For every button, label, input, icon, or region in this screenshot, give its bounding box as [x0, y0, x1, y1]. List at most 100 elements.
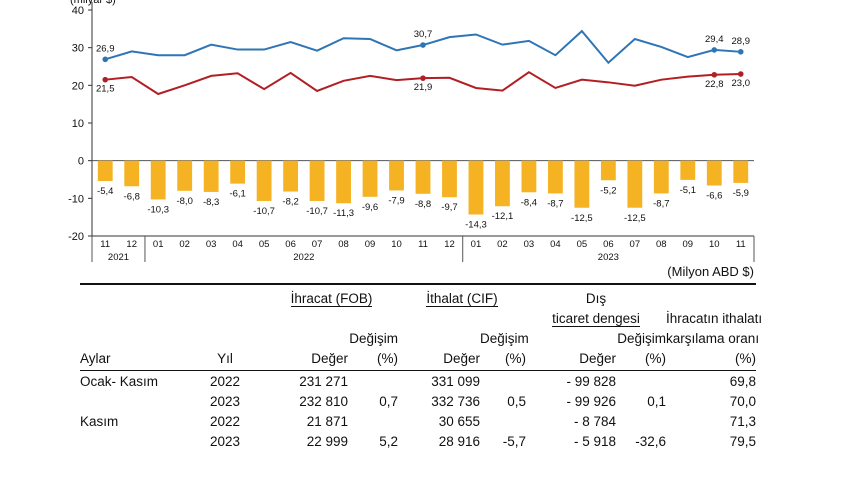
bar — [389, 160, 404, 191]
axis-unit-label: (milyar $) — [70, 0, 116, 6]
bar — [362, 160, 378, 197]
bar — [150, 160, 166, 200]
header-pct-1: (%) — [377, 350, 399, 366]
cell-ratio: 70,0 — [729, 393, 757, 409]
cell-export-change — [348, 371, 398, 392]
bar — [468, 160, 484, 215]
line-marker — [737, 71, 744, 77]
bar — [442, 160, 457, 198]
bar — [336, 160, 351, 204]
bar — [203, 160, 219, 192]
year-label: 2022 — [293, 252, 314, 263]
header-degisim-2: Değişim — [480, 330, 529, 346]
header-row-2: ticaret dengesi İhracatın ithalatı — [80, 308, 763, 328]
line-marker — [102, 76, 109, 83]
x-tick-label: 08 — [338, 239, 349, 250]
bar-value-label: -11,3 — [333, 208, 354, 219]
y-tick-label: -20 — [68, 231, 84, 243]
bar-value-label: -9,7 — [441, 202, 457, 213]
header-pct-4: (%) — [735, 350, 757, 366]
bar-value-label: -6,1 — [229, 189, 245, 200]
header-degisim-3: Değişim — [617, 330, 667, 346]
bar-value-label: -5,1 — [680, 185, 696, 196]
bar-value-label: -8,3 — [203, 197, 219, 208]
header-yil: Yıl — [217, 350, 233, 366]
y-tick-label: 40 — [72, 5, 84, 17]
year-label: 2023 — [598, 252, 619, 263]
cell-year: 2022 — [209, 413, 241, 429]
line-marker — [711, 71, 718, 78]
unit-label: (Milyon ABD $) — [667, 264, 754, 279]
header-pct-3: (%) — [645, 350, 667, 366]
x-tick-label: 11 — [418, 239, 428, 250]
bar — [309, 160, 325, 201]
bar — [283, 160, 299, 192]
header-row-4: Aylar Yıl Değer (%) Değer (%) Değer (%) … — [80, 348, 756, 368]
bar — [733, 160, 749, 183]
cell-import: 30 655 — [438, 413, 481, 429]
table-row: Kasım 2022 21 871 30 655 - 8 784 71,3 — [80, 411, 756, 431]
cell-period — [80, 391, 185, 411]
header-dis-2: ticaret dengesi — [552, 310, 640, 327]
cell-ratio: 69,8 — [729, 373, 757, 389]
bar-value-label: -10,7 — [306, 206, 328, 217]
cell-balance-change: -32,6 — [635, 433, 667, 449]
cell-year: 2023 — [209, 393, 241, 409]
cell-export: 231 271 — [299, 373, 348, 389]
bar-value-label: -8,7 — [547, 198, 563, 209]
header-ithalat: İthalat (CIF) — [426, 290, 498, 307]
cell-export-change — [348, 411, 398, 431]
x-tick-label: 08 — [656, 239, 667, 250]
bar-value-label: -6,6 — [706, 191, 722, 202]
x-tick-label: 09 — [365, 239, 376, 250]
header-pct-2: (%) — [505, 350, 527, 366]
bar — [574, 160, 590, 208]
line-value-label: 23,0 — [732, 78, 751, 89]
line-value-label: 30,7 — [414, 29, 433, 40]
x-tick-label: 12 — [126, 239, 137, 250]
line-marker — [102, 56, 109, 63]
cell-period: Kasım — [80, 413, 119, 429]
x-tick-label: 12 — [444, 239, 455, 250]
x-tick-label: 06 — [285, 239, 296, 250]
cell-balance-change — [616, 371, 666, 392]
bar — [627, 160, 643, 208]
cell-balance-change — [616, 411, 666, 431]
cell-export: 22 999 — [306, 433, 348, 449]
x-tick-label: 05 — [577, 239, 588, 250]
bar — [521, 160, 537, 193]
bar-value-label: -10,3 — [147, 204, 169, 215]
header-oran-1: İhracatın ithalatı — [666, 310, 763, 326]
bar — [177, 160, 193, 191]
header-deger-2: Değer — [443, 350, 481, 366]
year-label: 2021 — [108, 252, 129, 263]
line-value-label: 21,5 — [96, 84, 115, 95]
bar-value-label: -5,4 — [97, 186, 113, 197]
header-degisim-1: Değişim — [349, 330, 399, 346]
x-tick-label: 03 — [524, 239, 535, 250]
x-tick-label: 07 — [630, 239, 641, 250]
cell-export: 21 871 — [306, 413, 348, 429]
x-tick-label: 10 — [709, 239, 720, 250]
cell-import: 28 916 — [438, 433, 481, 449]
header-deger-1: Değer — [311, 350, 348, 366]
bar — [653, 160, 669, 194]
cell-import-change — [480, 371, 526, 392]
x-tick-label: 04 — [550, 239, 561, 250]
bar — [706, 160, 722, 186]
table-row: 2023 232 810 0,7 332 736 0,5 - 99 926 0,… — [80, 391, 756, 411]
bar-value-label: -14,3 — [465, 220, 487, 231]
x-tick-label: 02 — [497, 239, 508, 250]
y-tick-label: 30 — [72, 43, 84, 55]
bar — [124, 160, 140, 187]
bar-value-label: -6,8 — [124, 191, 140, 202]
bar-value-label: -12,5 — [571, 213, 593, 224]
bar — [547, 160, 563, 194]
bar — [495, 160, 510, 207]
line-value-label: 26,9 — [96, 43, 115, 54]
cell-balance: - 99 926 — [566, 393, 617, 409]
header-ihracat: İhracat (FOB) — [290, 290, 373, 307]
x-tick-label: 10 — [391, 239, 402, 250]
cell-balance: - 99 828 — [566, 373, 617, 389]
line-marker — [737, 49, 744, 55]
